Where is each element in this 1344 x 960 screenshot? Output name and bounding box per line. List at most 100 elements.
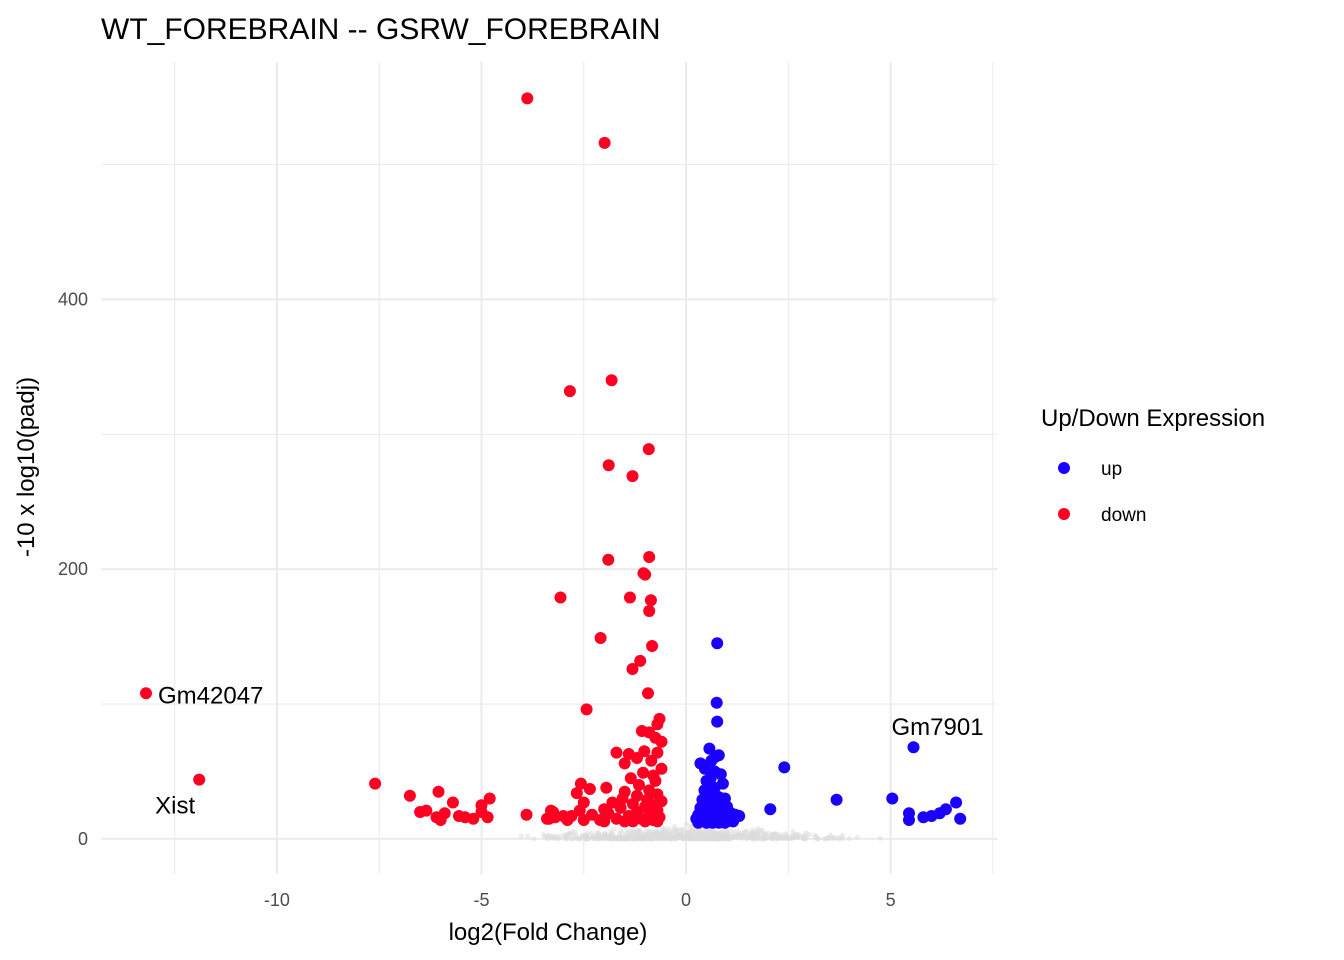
data-point-down bbox=[483, 792, 496, 805]
data-point-down bbox=[644, 594, 657, 607]
background-point bbox=[579, 833, 586, 839]
data-point-down bbox=[420, 804, 433, 817]
data-point-down bbox=[616, 792, 629, 805]
background-point bbox=[711, 829, 718, 835]
background-point bbox=[735, 835, 741, 841]
data-point-down bbox=[557, 810, 570, 822]
background-point bbox=[615, 835, 621, 841]
data-point-down bbox=[642, 443, 655, 456]
background-point bbox=[654, 835, 660, 841]
data-point-down bbox=[643, 551, 656, 563]
data-point-down bbox=[642, 687, 654, 700]
background-point bbox=[596, 835, 602, 842]
data-point-down bbox=[140, 687, 152, 700]
data-point-up bbox=[903, 814, 915, 826]
background-point bbox=[722, 828, 728, 834]
background-point bbox=[699, 835, 705, 841]
data-point-down bbox=[438, 807, 451, 820]
data-point-up bbox=[886, 792, 899, 805]
background-point bbox=[525, 833, 531, 839]
data-point-down bbox=[580, 703, 593, 716]
background-point bbox=[692, 834, 698, 841]
data-point-down bbox=[521, 92, 534, 105]
data-point-down bbox=[618, 757, 631, 770]
data-point-up bbox=[714, 768, 727, 781]
x-axis-ticks: -10 -5 0 5 bbox=[264, 890, 896, 910]
background-point bbox=[634, 827, 641, 833]
data-point-up bbox=[954, 812, 967, 825]
background-point bbox=[846, 836, 852, 842]
background-point bbox=[740, 834, 746, 841]
data-point-down bbox=[563, 385, 576, 398]
background-point bbox=[787, 834, 794, 841]
legend: Up/Down Expression up down bbox=[1041, 405, 1265, 526]
data-point-down bbox=[631, 752, 643, 764]
background-point bbox=[731, 835, 737, 841]
data-point-down bbox=[432, 785, 445, 798]
background-point bbox=[681, 827, 687, 833]
data-point-down bbox=[547, 806, 560, 818]
data-point-down bbox=[633, 779, 645, 791]
data-point-down bbox=[446, 796, 459, 809]
y-axis-title: -10 x log10(padj) bbox=[13, 377, 40, 557]
data-point-up bbox=[705, 754, 718, 767]
background-point bbox=[765, 830, 771, 836]
background-point bbox=[802, 835, 808, 841]
data-point-up bbox=[778, 761, 791, 774]
background-point bbox=[803, 830, 809, 836]
background-point bbox=[659, 826, 666, 832]
gene-label: Xist bbox=[155, 793, 195, 820]
background-point bbox=[758, 828, 764, 834]
legend-item-down: down bbox=[1058, 505, 1146, 526]
background-point bbox=[602, 831, 608, 837]
gene-label: Gm7901 bbox=[892, 714, 984, 741]
data-point-up bbox=[711, 637, 724, 650]
background-points bbox=[518, 821, 883, 842]
legend-title: Up/Down Expression bbox=[1041, 405, 1265, 432]
data-point-down bbox=[605, 374, 618, 387]
x-tick-label: -10 bbox=[264, 890, 290, 910]
background-point bbox=[624, 830, 630, 836]
data-point-down bbox=[554, 591, 567, 604]
background-point bbox=[662, 835, 668, 841]
background-point bbox=[676, 827, 682, 833]
data-point-down bbox=[193, 773, 206, 786]
background-point bbox=[646, 835, 652, 842]
background-point bbox=[637, 836, 643, 842]
data-point-up bbox=[698, 762, 711, 775]
data-point-down bbox=[598, 136, 611, 149]
data-point-down bbox=[594, 632, 607, 644]
background-point bbox=[854, 834, 860, 840]
background-point bbox=[677, 835, 683, 841]
data-point-down bbox=[602, 459, 615, 472]
data-point-down bbox=[624, 591, 636, 604]
data-point-down bbox=[602, 553, 615, 566]
background-point bbox=[667, 834, 673, 840]
background-point bbox=[518, 833, 524, 839]
background-point bbox=[619, 830, 625, 836]
x-tick-label: -5 bbox=[473, 890, 489, 910]
grid bbox=[101, 62, 997, 874]
background-point bbox=[623, 826, 630, 832]
data-point-down bbox=[639, 815, 652, 828]
legend-item-up: up bbox=[1058, 459, 1122, 480]
data-point-down bbox=[655, 762, 668, 775]
data-point-down bbox=[624, 772, 637, 785]
data-point-down bbox=[467, 812, 480, 825]
background-point bbox=[672, 828, 678, 834]
background-point bbox=[784, 835, 790, 841]
data-point-up bbox=[710, 696, 723, 709]
background-point bbox=[716, 832, 722, 838]
background-point bbox=[571, 829, 578, 835]
background-point bbox=[815, 836, 821, 842]
background-point bbox=[710, 836, 716, 842]
background-point bbox=[609, 836, 615, 842]
background-point bbox=[683, 833, 689, 839]
data-point-up bbox=[830, 793, 843, 806]
background-point bbox=[564, 832, 570, 838]
background-point bbox=[762, 836, 769, 842]
data-point-down bbox=[577, 814, 590, 826]
data-point-down bbox=[651, 815, 664, 828]
data-point-down bbox=[610, 746, 623, 759]
